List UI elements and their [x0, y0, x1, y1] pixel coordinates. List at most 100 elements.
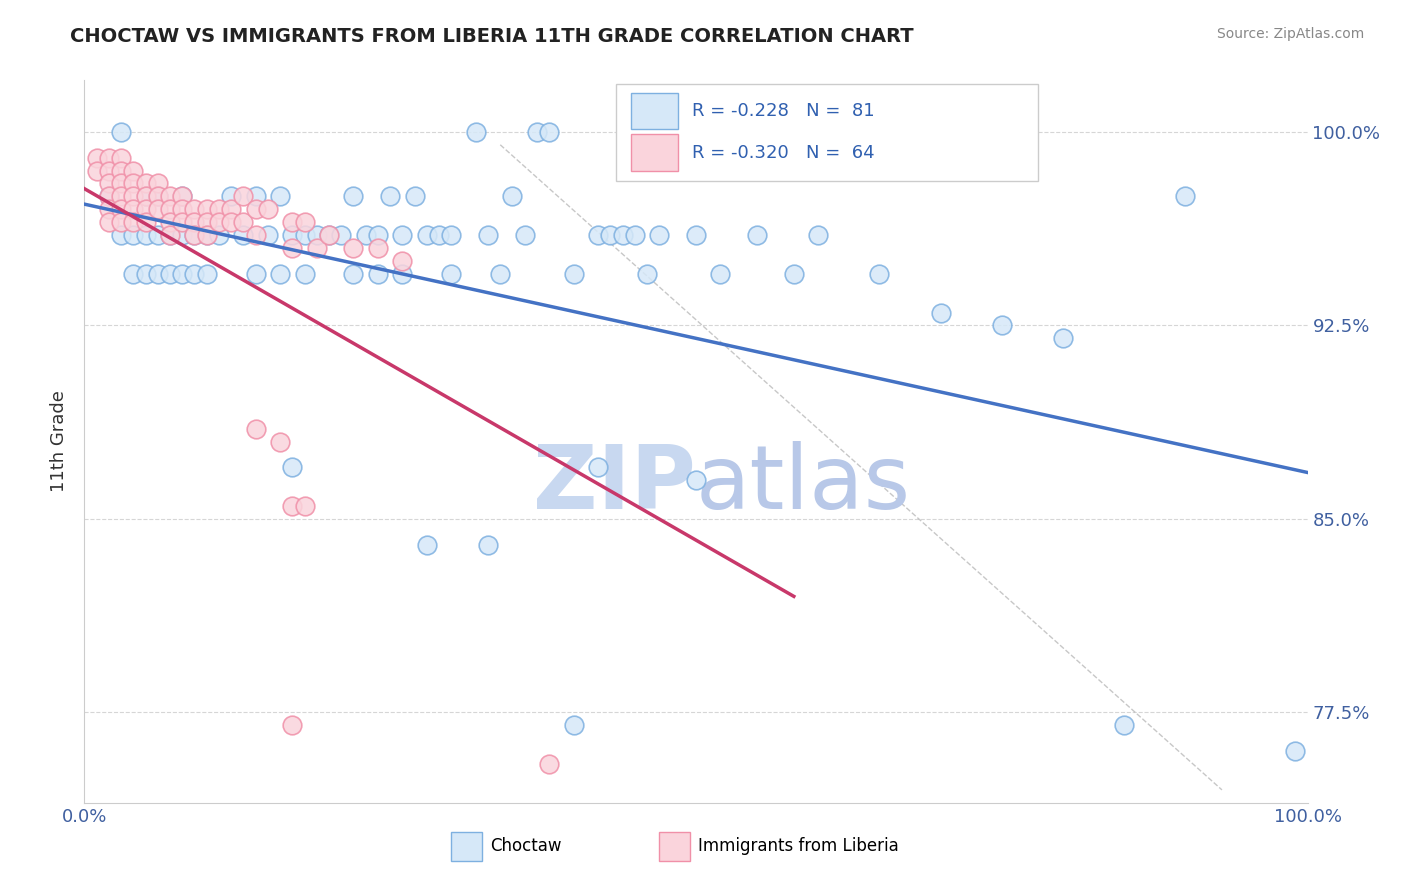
Point	[122, 215, 145, 229]
Point	[391, 267, 413, 281]
Point	[257, 228, 280, 243]
Point	[159, 228, 181, 243]
Point	[281, 718, 304, 732]
Point	[159, 228, 181, 243]
Point	[135, 202, 157, 217]
Point	[464, 125, 486, 139]
Point	[97, 163, 120, 178]
Point	[97, 151, 120, 165]
Point	[245, 267, 267, 281]
Point	[526, 125, 548, 139]
Point	[709, 267, 731, 281]
Point	[281, 241, 304, 255]
Point	[502, 189, 524, 203]
Point	[330, 228, 353, 243]
Point	[404, 189, 426, 203]
Point	[97, 202, 120, 217]
Point	[135, 228, 157, 243]
Point	[110, 202, 132, 217]
Point	[110, 177, 132, 191]
Point	[146, 228, 169, 243]
Point	[245, 189, 267, 203]
Point	[110, 215, 132, 229]
Point	[195, 202, 218, 217]
Point	[159, 215, 181, 229]
Point	[122, 177, 145, 191]
Point	[281, 499, 304, 513]
Point	[159, 189, 181, 203]
Point	[1284, 744, 1306, 758]
Point	[367, 267, 389, 281]
Point	[783, 267, 806, 281]
Point	[172, 189, 194, 203]
Point	[391, 228, 413, 243]
Point	[342, 241, 364, 255]
Point	[294, 215, 316, 229]
Point	[257, 202, 280, 217]
Text: Choctaw: Choctaw	[491, 838, 562, 855]
Point	[172, 267, 194, 281]
Point	[354, 228, 377, 243]
Point	[135, 267, 157, 281]
Point	[648, 228, 671, 243]
Point	[159, 202, 181, 217]
Point	[183, 228, 205, 243]
Point	[97, 189, 120, 203]
Point	[172, 215, 194, 229]
Point	[146, 177, 169, 191]
Point	[685, 228, 707, 243]
Point	[477, 228, 499, 243]
Point	[281, 460, 304, 475]
Point	[122, 189, 145, 203]
Point	[318, 228, 340, 243]
Point	[219, 189, 242, 203]
Point	[586, 460, 609, 475]
Point	[110, 125, 132, 139]
Point	[869, 267, 891, 281]
Point	[294, 499, 316, 513]
Point	[110, 189, 132, 203]
Bar	[631, 94, 678, 129]
Point	[172, 228, 194, 243]
Point	[183, 267, 205, 281]
Point	[122, 202, 145, 217]
Point	[146, 202, 169, 217]
Point	[380, 189, 402, 203]
Point	[1114, 718, 1136, 732]
Point	[135, 189, 157, 203]
Point	[219, 202, 242, 217]
Point	[269, 189, 291, 203]
Text: R = -0.228   N =  81: R = -0.228 N = 81	[692, 103, 875, 120]
Point	[281, 228, 304, 243]
Point	[599, 228, 621, 243]
Point	[245, 228, 267, 243]
Bar	[659, 831, 690, 861]
Point	[183, 228, 205, 243]
Point	[172, 202, 194, 217]
Point	[195, 267, 218, 281]
Bar	[451, 831, 482, 861]
Point	[86, 163, 108, 178]
Point	[208, 228, 231, 243]
Point	[146, 189, 169, 203]
Point	[991, 318, 1014, 333]
Text: CHOCTAW VS IMMIGRANTS FROM LIBERIA 11TH GRADE CORRELATION CHART: CHOCTAW VS IMMIGRANTS FROM LIBERIA 11TH …	[70, 27, 914, 45]
Point	[146, 267, 169, 281]
Point	[416, 228, 439, 243]
Point	[122, 228, 145, 243]
Point	[427, 228, 450, 243]
Point	[135, 189, 157, 203]
Point	[294, 228, 316, 243]
Point	[245, 422, 267, 436]
Point	[489, 267, 512, 281]
Point	[110, 151, 132, 165]
Point	[929, 305, 952, 319]
Point	[636, 267, 658, 281]
Point	[195, 215, 218, 229]
Point	[269, 434, 291, 449]
Point	[122, 267, 145, 281]
Point	[391, 254, 413, 268]
Bar	[631, 135, 678, 170]
Point	[208, 202, 231, 217]
Point	[232, 189, 254, 203]
